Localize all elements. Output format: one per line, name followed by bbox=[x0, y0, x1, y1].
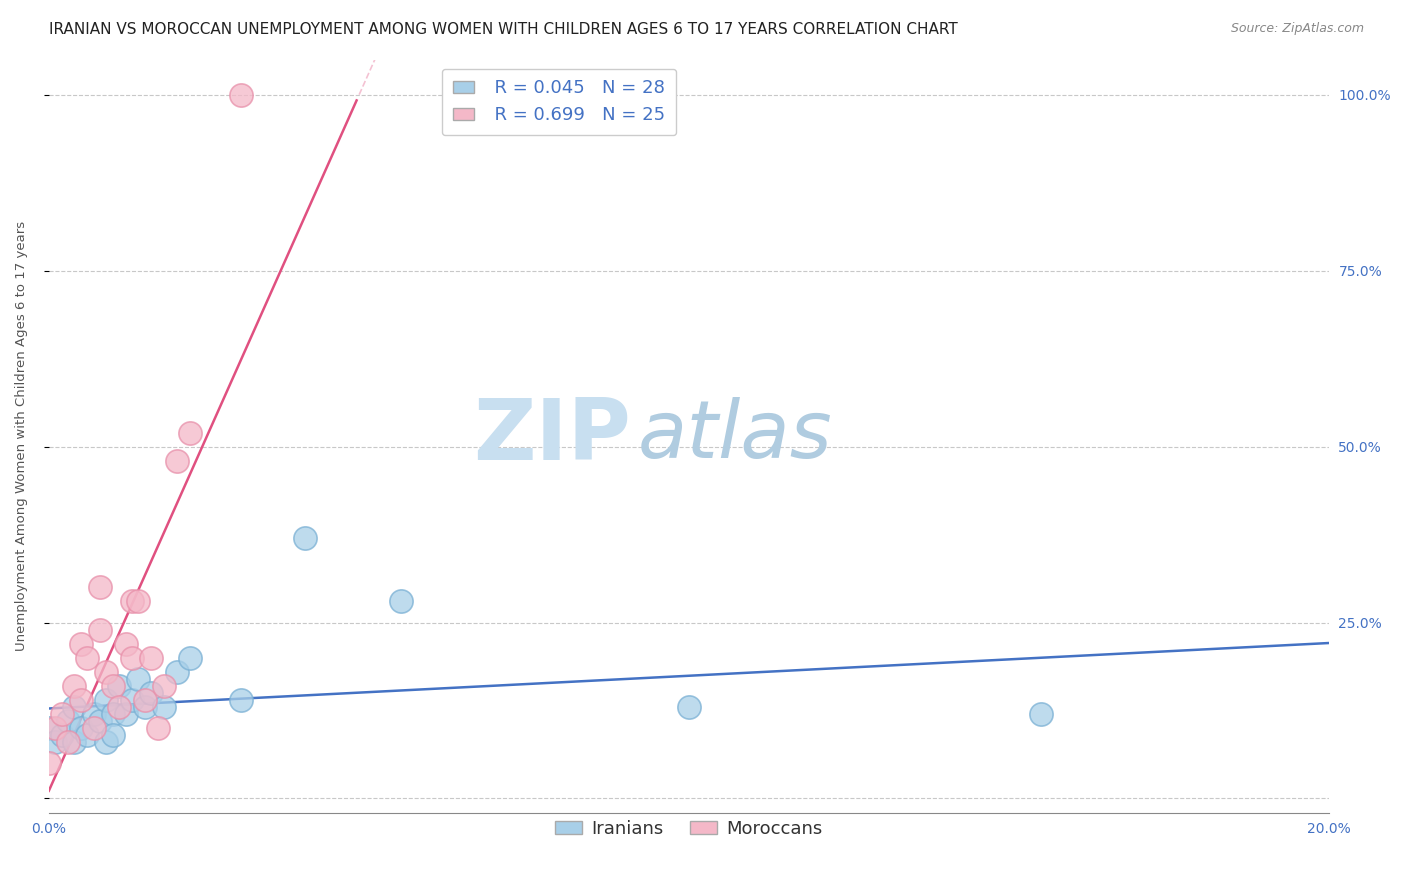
Y-axis label: Unemployment Among Women with Children Ages 6 to 17 years: Unemployment Among Women with Children A… bbox=[15, 221, 28, 651]
Point bbox=[114, 637, 136, 651]
Point bbox=[89, 714, 111, 728]
Point bbox=[166, 453, 188, 467]
Point bbox=[56, 714, 79, 728]
Point bbox=[153, 679, 176, 693]
Point bbox=[51, 728, 73, 742]
Point bbox=[89, 623, 111, 637]
Point bbox=[63, 679, 86, 693]
Legend: Iranians, Moroccans: Iranians, Moroccans bbox=[547, 813, 830, 845]
Point bbox=[114, 707, 136, 722]
Point bbox=[141, 650, 163, 665]
Point bbox=[389, 594, 412, 608]
Point bbox=[69, 721, 91, 735]
Point bbox=[44, 735, 66, 749]
Point bbox=[179, 425, 201, 440]
Point bbox=[101, 679, 124, 693]
Point bbox=[96, 735, 118, 749]
Point bbox=[127, 672, 149, 686]
Point bbox=[1029, 707, 1052, 722]
Point bbox=[89, 581, 111, 595]
Point bbox=[38, 756, 60, 771]
Point bbox=[69, 637, 91, 651]
Text: atlas: atlas bbox=[637, 397, 832, 475]
Point bbox=[294, 531, 316, 545]
Point bbox=[83, 707, 105, 722]
Point bbox=[51, 707, 73, 722]
Point bbox=[96, 693, 118, 707]
Point bbox=[101, 707, 124, 722]
Point bbox=[96, 665, 118, 679]
Point bbox=[141, 686, 163, 700]
Point bbox=[229, 693, 252, 707]
Text: Source: ZipAtlas.com: Source: ZipAtlas.com bbox=[1230, 22, 1364, 36]
Point bbox=[76, 650, 98, 665]
Point bbox=[38, 721, 60, 735]
Point bbox=[134, 693, 156, 707]
Point bbox=[127, 594, 149, 608]
Point bbox=[166, 665, 188, 679]
Point bbox=[101, 728, 124, 742]
Point bbox=[121, 594, 143, 608]
Point bbox=[44, 721, 66, 735]
Point bbox=[108, 700, 131, 714]
Text: ZIP: ZIP bbox=[474, 394, 631, 477]
Point bbox=[153, 700, 176, 714]
Point bbox=[146, 721, 169, 735]
Point bbox=[76, 728, 98, 742]
Point bbox=[63, 735, 86, 749]
Point bbox=[678, 700, 700, 714]
Text: IRANIAN VS MOROCCAN UNEMPLOYMENT AMONG WOMEN WITH CHILDREN AGES 6 TO 17 YEARS CO: IRANIAN VS MOROCCAN UNEMPLOYMENT AMONG W… bbox=[49, 22, 957, 37]
Point bbox=[108, 679, 131, 693]
Point bbox=[179, 650, 201, 665]
Point bbox=[229, 87, 252, 102]
Point bbox=[83, 721, 105, 735]
Point bbox=[69, 693, 91, 707]
Point bbox=[121, 650, 143, 665]
Point bbox=[134, 700, 156, 714]
Point bbox=[63, 700, 86, 714]
Point bbox=[56, 735, 79, 749]
Point bbox=[121, 693, 143, 707]
